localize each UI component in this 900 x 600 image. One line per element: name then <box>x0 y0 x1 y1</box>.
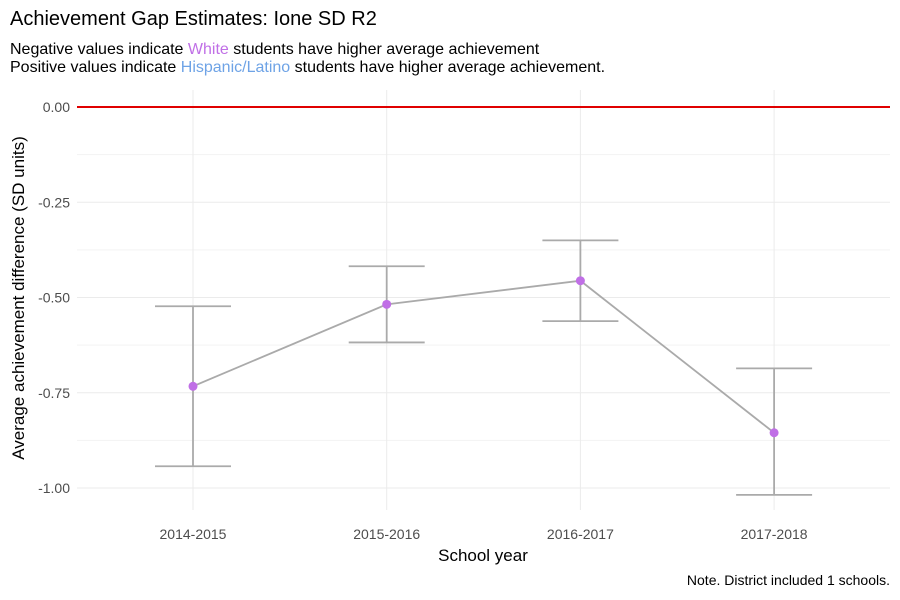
series-line <box>192 279 775 434</box>
x-tick-label: 2015-2016 <box>353 526 420 542</box>
y-tick-label: -1.00 <box>38 480 70 496</box>
chart-title: Achievement Gap Estimates: Ione SD R2 <box>10 8 377 30</box>
y-tick-label: -0.25 <box>38 194 70 210</box>
y-axis-label: Average achievement difference (SD units… <box>9 136 28 460</box>
subtitle-line-1: Negative values indicate White students … <box>10 41 539 59</box>
y-tick-label: 0.00 <box>43 99 70 115</box>
data-point <box>769 428 779 438</box>
subtitle-white-label: White <box>187 41 229 58</box>
subtitle-line-2: Positive values indicate Hispanic/Latino… <box>10 59 605 77</box>
chart-note: Note. District included 1 schools. <box>686 572 890 588</box>
subtitle-2-prefix: Positive values indicate <box>10 59 181 76</box>
subtitle-1-suffix: students have higher average achievement <box>228 41 540 58</box>
subtitle-2-suffix: students have higher average achievement… <box>290 59 606 76</box>
y-tick-label: -0.50 <box>38 290 70 306</box>
x-tick-label: 2016-2017 <box>547 526 614 542</box>
x-axis-label: School year <box>438 546 528 565</box>
y-tick-label: -0.75 <box>38 385 70 401</box>
x-tick-label: 2017-2018 <box>741 526 808 542</box>
subtitle-hispanic-label: Hispanic/Latino <box>180 59 291 76</box>
data-point <box>575 276 585 286</box>
x-tick-label: 2014-2015 <box>160 526 227 542</box>
data-point <box>382 299 392 309</box>
subtitle-1-prefix: Negative values indicate <box>10 41 188 58</box>
data-point <box>188 381 198 391</box>
